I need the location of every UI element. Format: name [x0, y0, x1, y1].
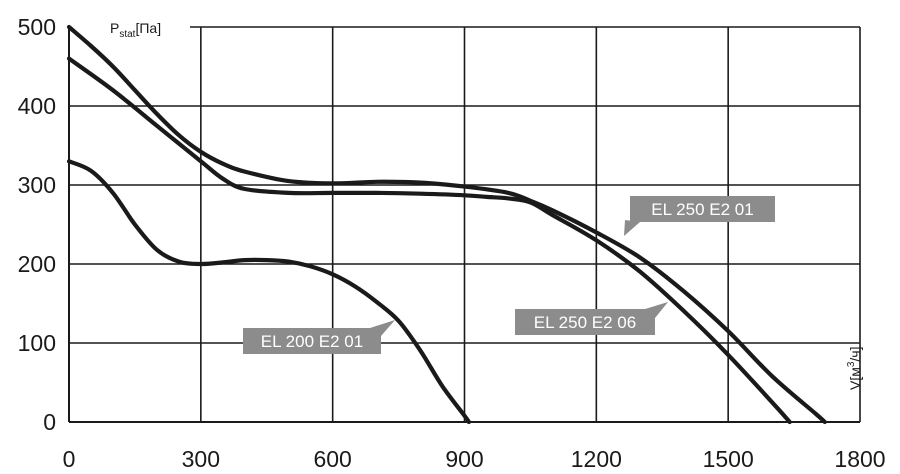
- callout-label: EL 250 E2 06: [534, 313, 636, 332]
- series-line-el-200-e2-01: [66, 159, 471, 425]
- x-axis-label-sup: 3: [846, 361, 857, 367]
- axis-ticks: 0 300 600 900 1200 1500 1800 0 100 200 300 400 500: [18, 14, 886, 472]
- x-tick-label: 1800: [834, 446, 885, 472]
- x-tick-label: 1200: [571, 446, 622, 472]
- curves: [66, 24, 827, 425]
- callout-box: [515, 309, 655, 335]
- x-tick-label: 1500: [703, 446, 754, 472]
- x-tick-label: 0: [63, 446, 76, 472]
- y-tick-label: 500: [18, 14, 56, 40]
- y-tick-label: 200: [18, 251, 56, 277]
- x-axis-label-tail: /ч]: [847, 347, 863, 362]
- y-axis-label-unit: [Па]: [135, 20, 161, 36]
- series-line-el-250-e2-01: [66, 24, 827, 425]
- x-axis-label: V[м3/ч]: [846, 347, 863, 391]
- callout-pointer: [624, 220, 640, 236]
- callout-el-250-e2-01: EL 250 E2 01: [624, 196, 775, 236]
- callouts: EL 200 E2 01 EL 250 E2 06 EL 250 E2 01: [243, 196, 775, 354]
- x-axis-label-main: V[м: [847, 367, 863, 390]
- series-line-el-250-e2-06: [66, 56, 792, 425]
- callout-box: [243, 328, 381, 354]
- callout-el-200-e2-01: EL 200 E2 01: [243, 320, 395, 354]
- x-tick-label: 600: [313, 446, 351, 472]
- x-tick-label: 300: [182, 446, 220, 472]
- callout-el-250-e2-06: EL 250 E2 06: [515, 302, 668, 335]
- callout-label: EL 200 E2 01: [261, 332, 363, 351]
- y-tick-label: 400: [18, 93, 56, 119]
- callout-box: [630, 196, 775, 222]
- y-axis-label: Pstat[Па]: [110, 20, 161, 40]
- y-tick-label: 100: [18, 330, 56, 356]
- y-tick-label: 300: [18, 172, 56, 198]
- y-tick-label: 0: [43, 409, 56, 435]
- grid: [68, 26, 861, 423]
- y-axis-label-main: P: [110, 20, 119, 36]
- y-axis-label-sub: stat: [119, 29, 135, 40]
- x-tick-label: 900: [445, 446, 483, 472]
- callout-label: EL 250 E2 01: [651, 200, 753, 219]
